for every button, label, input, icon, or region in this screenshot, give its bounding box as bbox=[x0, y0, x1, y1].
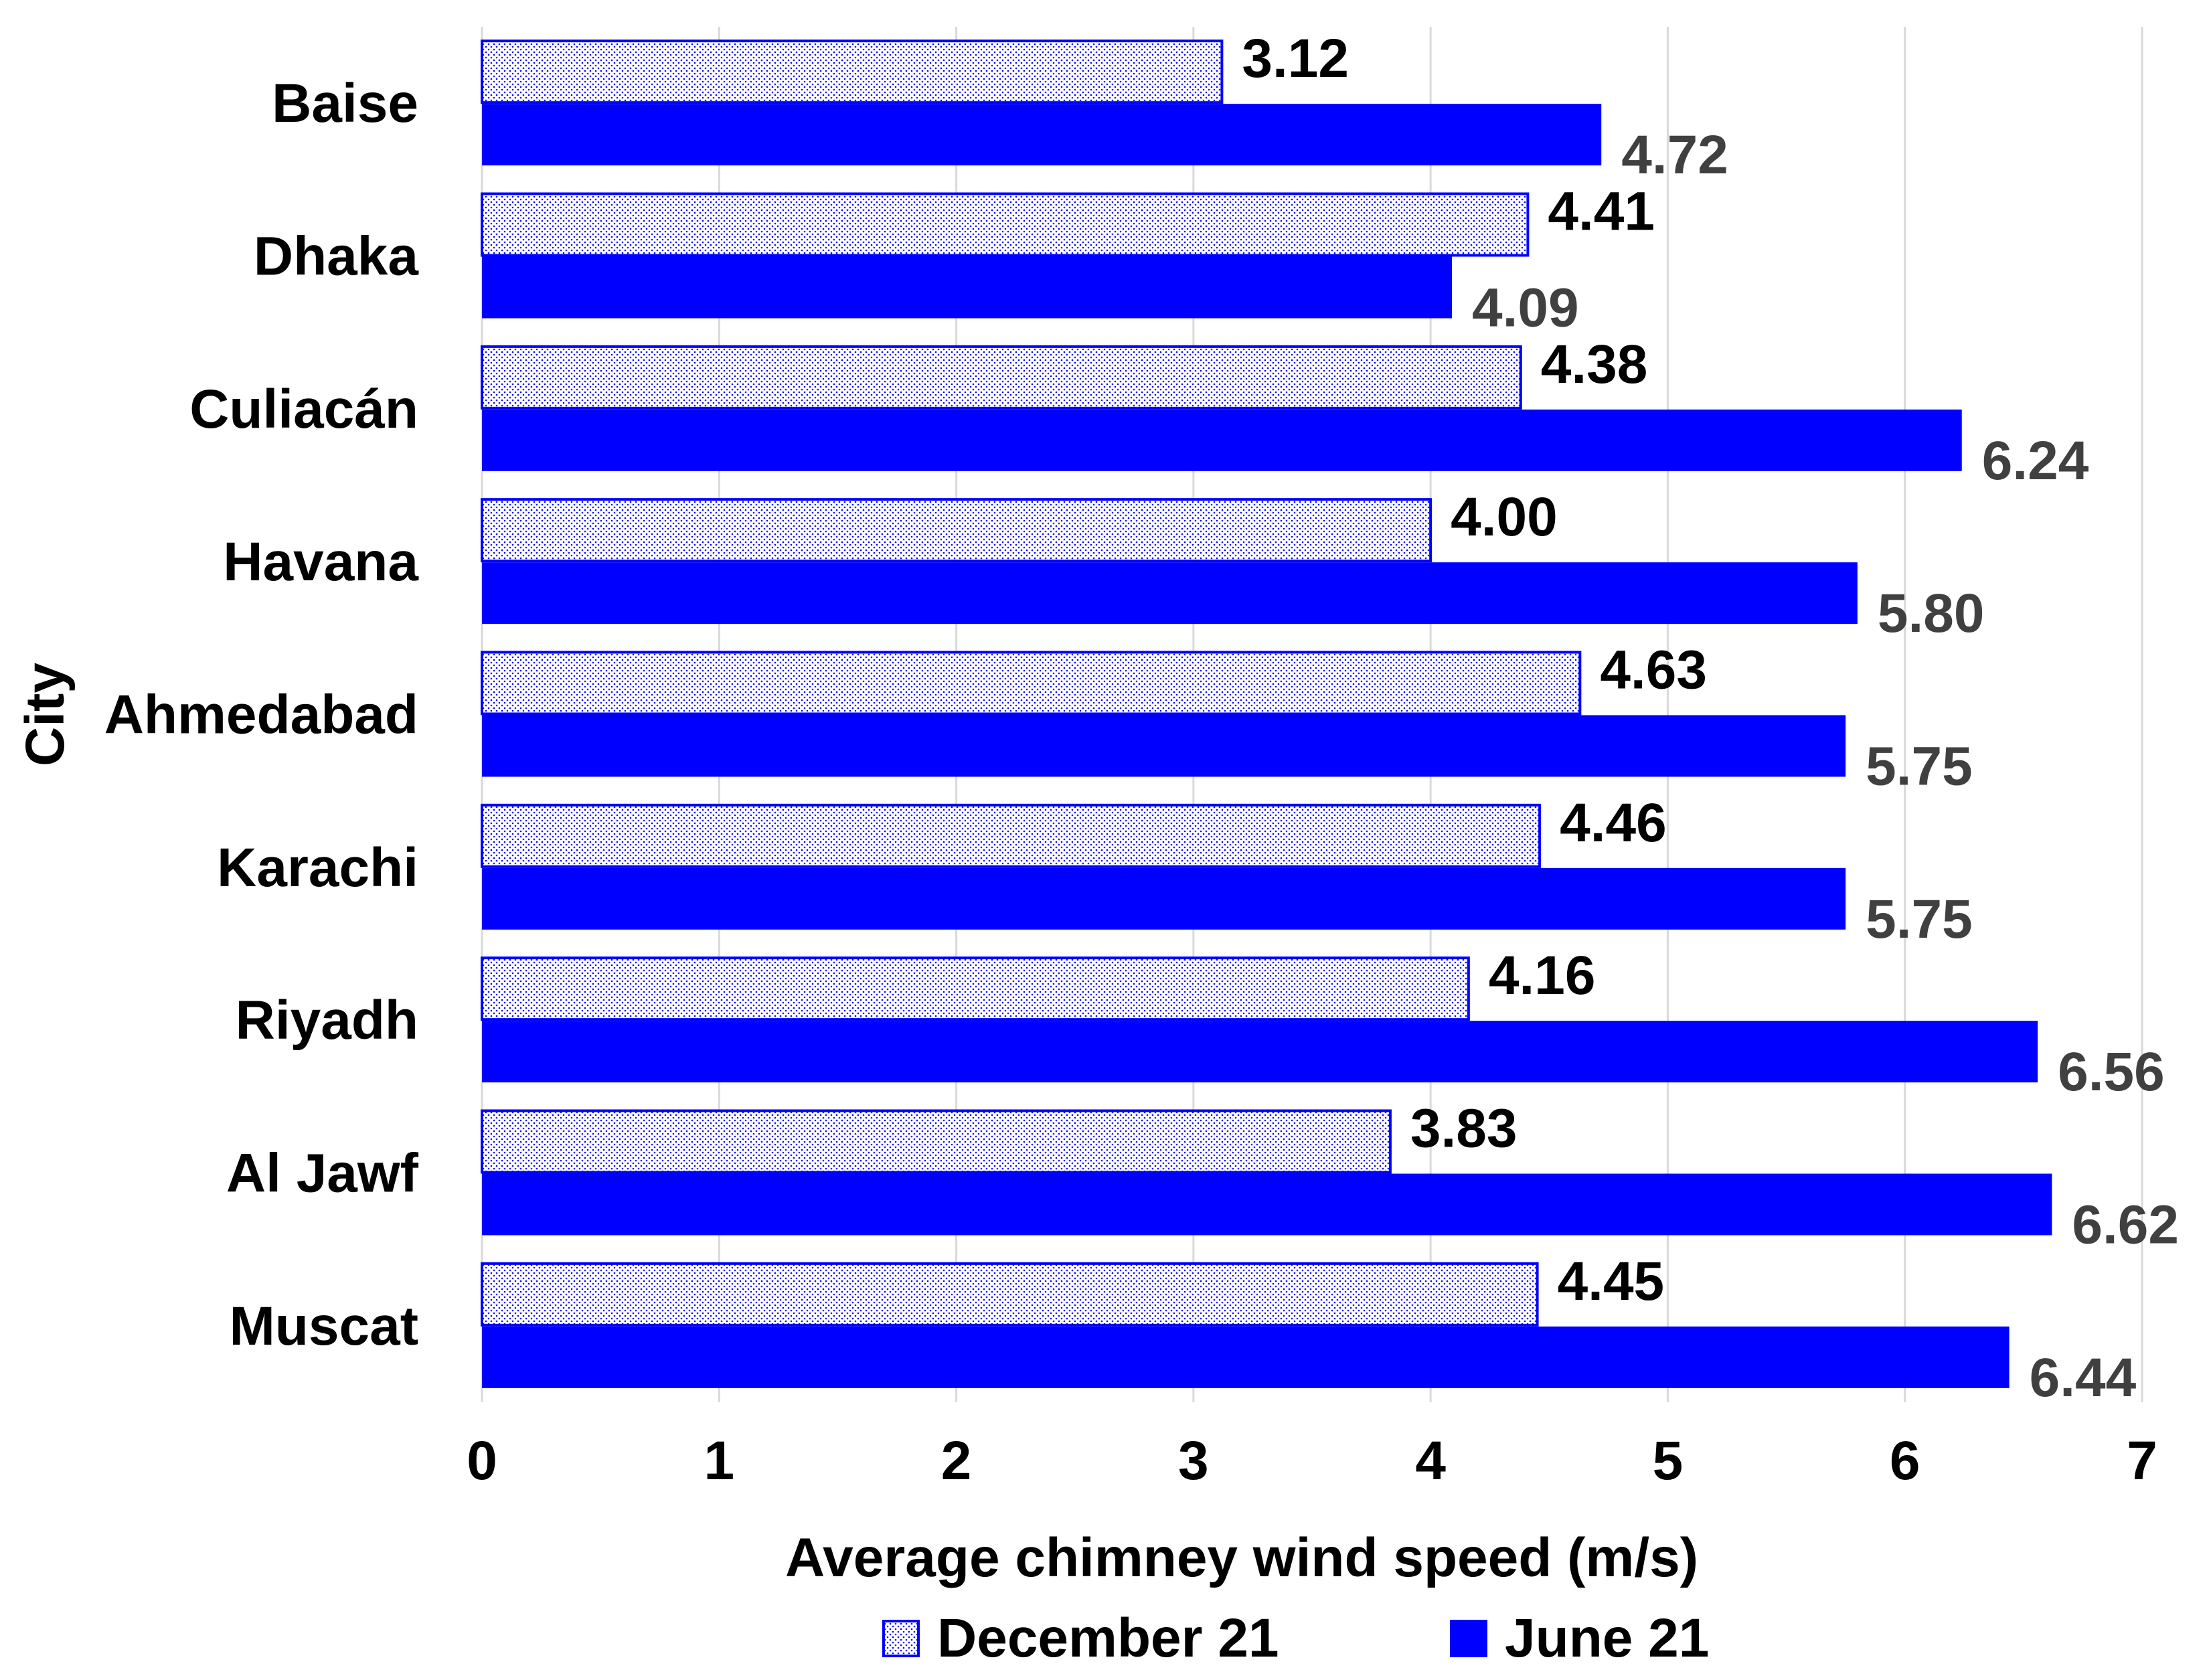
data-label-december-21-culiacan: 4.38 bbox=[1541, 334, 1648, 395]
bar-december-21-riyadh bbox=[481, 956, 1470, 1021]
bar-december-21-muscat bbox=[481, 1262, 1539, 1327]
data-label-december-21-karachi: 4.46 bbox=[1560, 792, 1667, 853]
data-label-june-21-riyadh: 6.56 bbox=[2058, 1041, 2165, 1102]
bars bbox=[481, 39, 2052, 1388]
bar-june-21-baise bbox=[482, 104, 1602, 166]
category-label-al-jawf: Al Jawf bbox=[226, 1143, 419, 1204]
bar-december-21-havana bbox=[481, 498, 1432, 563]
legend-swatch-june-21 bbox=[1450, 1620, 1487, 1657]
data-label-december-21-muscat: 4.45 bbox=[1558, 1251, 1665, 1312]
data-label-june-21-culiacan: 6.24 bbox=[1982, 430, 2089, 491]
data-label-june-21-muscat: 6.44 bbox=[2030, 1347, 2137, 1408]
data-label-june-21-baise: 4.72 bbox=[1621, 124, 1728, 185]
x-tick-label-3: 3 bbox=[1178, 1430, 1209, 1491]
data-label-june-21-havana: 5.80 bbox=[1878, 583, 1985, 644]
x-axis-title: Average chimney wind speed (m/s) bbox=[785, 1527, 1698, 1588]
category-label-baise: Baise bbox=[272, 73, 418, 134]
data-label-december-21-havana: 4.00 bbox=[1451, 487, 1558, 548]
x-tick-label-5: 5 bbox=[1653, 1430, 1684, 1491]
x-tick-label-2: 2 bbox=[941, 1430, 972, 1491]
bar-june-21-karachi bbox=[482, 867, 1846, 930]
category-label-karachi: Karachi bbox=[217, 837, 418, 898]
category-label-muscat: Muscat bbox=[229, 1296, 418, 1357]
data-label-june-21-ahmedabad: 5.75 bbox=[1866, 736, 1973, 797]
category-label-ahmedabad: Ahmedabad bbox=[104, 685, 418, 746]
data-label-december-21-al-jawf: 3.83 bbox=[1410, 1098, 1518, 1159]
x-tick-label-1: 1 bbox=[704, 1430, 734, 1491]
data-label-june-21-al-jawf: 6.62 bbox=[2072, 1195, 2179, 1256]
data-labels: 3.12 4.724.41 4.094.38 6.24 4.00 5.80 4.63 5.75… bbox=[1242, 28, 2179, 1408]
bar-december-21-culiacan bbox=[481, 345, 1522, 410]
bar-december-21-karachi bbox=[481, 803, 1542, 868]
data-label-december-21-dhaka: 4.41 bbox=[1548, 181, 1655, 242]
bar-june-21-ahmedabad bbox=[482, 715, 1846, 777]
x-tick-label-0: 0 bbox=[467, 1430, 497, 1491]
bar-december-21-baise bbox=[481, 39, 1224, 104]
data-label-june-21-karachi: 5.75 bbox=[1866, 889, 1973, 950]
category-label-dhaka: Dhaka bbox=[254, 226, 420, 287]
data-label-december-21-riyadh: 4.16 bbox=[1489, 945, 1596, 1006]
bar-june-21-riyadh bbox=[482, 1021, 2038, 1083]
data-label-december-21-baise: 3.12 bbox=[1242, 28, 1349, 89]
axes: Average chimney wind speed (m/s) City 0 1… bbox=[15, 73, 2157, 1588]
data-label-june-21-dhaka: 4.09 bbox=[1472, 278, 1579, 339]
category-label-havana: Havana bbox=[223, 531, 419, 592]
legend-label-june-21: June 21 bbox=[1505, 1608, 1709, 1669]
legend-swatch-december-21 bbox=[882, 1620, 920, 1657]
bar-june-21-al-jawf bbox=[482, 1173, 2052, 1236]
data-label-december-21-ahmedabad: 4.63 bbox=[1600, 640, 1707, 701]
y-axis-title: City bbox=[15, 663, 76, 766]
bar-june-21-muscat bbox=[482, 1326, 2010, 1388]
x-tick-label-4: 4 bbox=[1415, 1430, 1446, 1491]
bar-june-21-havana bbox=[482, 562, 1858, 624]
bar-june-21-culiacan bbox=[482, 409, 1962, 471]
bar-december-21-dhaka bbox=[481, 192, 1530, 257]
legend: December 21 June 21 bbox=[882, 1608, 1709, 1669]
x-tick-label-7: 7 bbox=[2127, 1430, 2157, 1491]
bar-june-21-dhaka bbox=[482, 256, 1453, 319]
x-tick-label-6: 6 bbox=[1890, 1430, 1920, 1491]
category-label-riyadh: Riyadh bbox=[236, 990, 418, 1051]
legend-label-december-21: December 21 bbox=[937, 1608, 1279, 1669]
bar-december-21-al-jawf bbox=[481, 1109, 1392, 1174]
bar-december-21-ahmedabad bbox=[481, 651, 1582, 716]
category-label-culiacan: Culiacán bbox=[189, 379, 418, 440]
